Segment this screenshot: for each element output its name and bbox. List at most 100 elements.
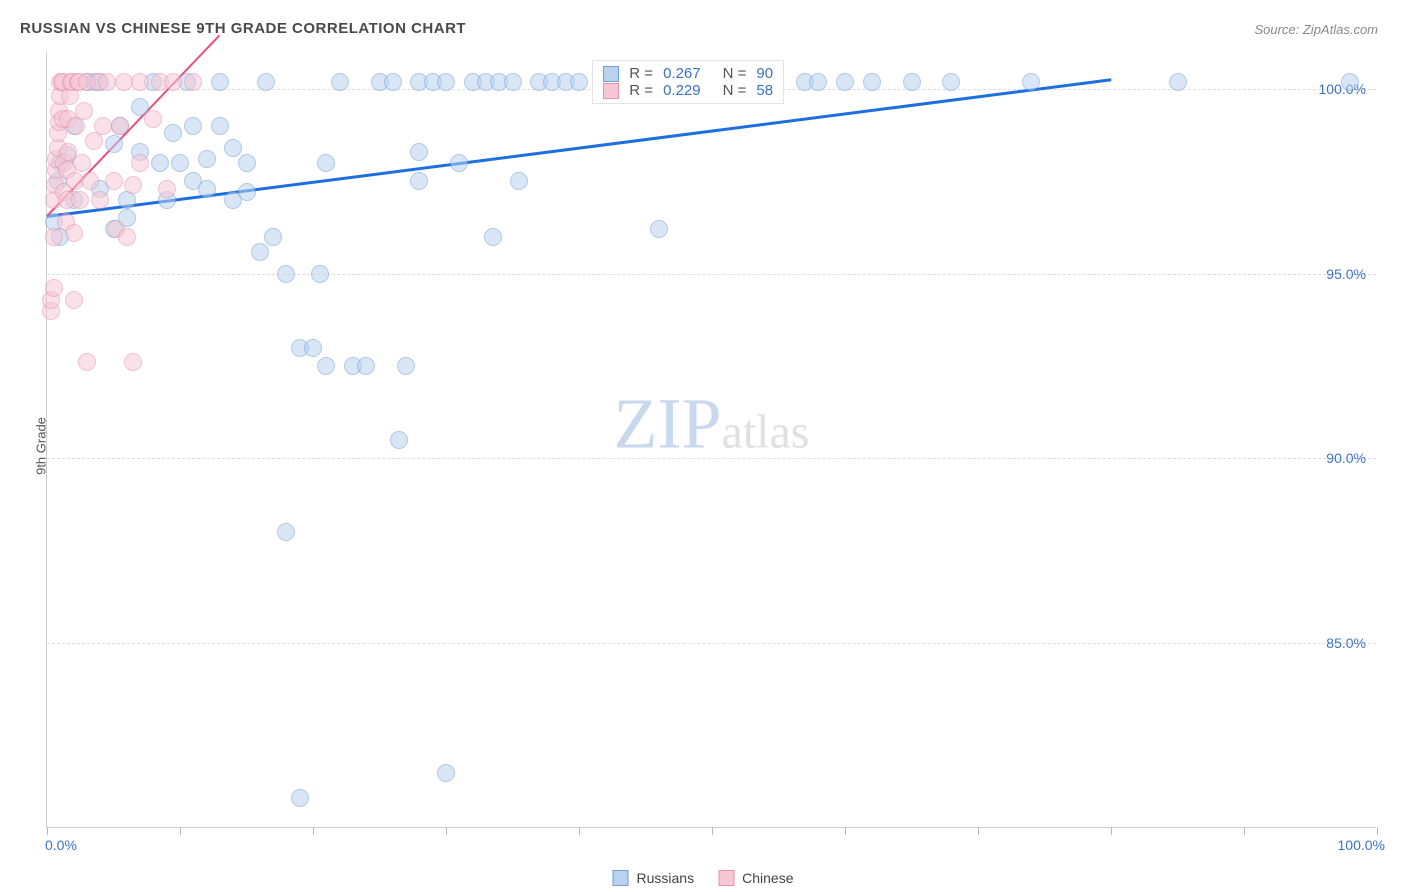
data-point-russians (317, 154, 335, 172)
data-point-chinese (144, 110, 162, 128)
r-label: R = (629, 82, 653, 99)
data-point-chinese (131, 73, 149, 91)
data-point-russians (357, 357, 375, 375)
legend-row: R = 0.267 N = 90 (603, 65, 773, 82)
data-point-chinese (78, 353, 96, 371)
data-point-russians (504, 73, 522, 91)
x-tick (1244, 827, 1245, 835)
data-point-chinese (75, 102, 93, 120)
data-point-russians (164, 124, 182, 142)
data-point-russians (311, 265, 329, 283)
data-point-russians (410, 143, 428, 161)
x-tick (579, 827, 580, 835)
data-point-russians (238, 154, 256, 172)
x-tick (1111, 827, 1112, 835)
data-point-chinese (98, 73, 116, 91)
legend-item-chinese: Chinese (718, 870, 793, 886)
chart-title: RUSSIAN VS CHINESE 9TH GRADE CORRELATION… (20, 20, 466, 37)
gridline (47, 274, 1376, 275)
x-tick (1377, 827, 1378, 835)
data-point-russians (510, 172, 528, 190)
data-point-chinese (158, 180, 176, 198)
x-tick-label: 0.0% (45, 837, 77, 853)
data-point-russians (251, 243, 269, 261)
data-point-chinese (94, 117, 112, 135)
data-point-chinese (124, 353, 142, 371)
legend-label: Chinese (742, 870, 793, 886)
n-label: N = (723, 65, 747, 82)
data-point-russians (1022, 73, 1040, 91)
data-point-russians (238, 183, 256, 201)
n-label: N = (723, 82, 747, 99)
x-tick-label: 100.0% (1327, 837, 1385, 853)
data-point-russians (291, 789, 309, 807)
data-point-chinese (105, 172, 123, 190)
scatter-plot-area: ZIPatlas R =0.267N =90R =0.229N =58 85.0… (46, 52, 1376, 828)
data-point-chinese (65, 291, 83, 309)
legend-swatch (603, 66, 619, 82)
data-point-russians (1341, 73, 1359, 91)
series-legend: Russians Chinese (613, 870, 794, 886)
data-point-chinese (91, 191, 109, 209)
data-point-russians (171, 154, 189, 172)
data-point-chinese (45, 228, 63, 246)
data-point-russians (331, 73, 349, 91)
legend-swatch (718, 870, 734, 886)
data-point-chinese (131, 154, 149, 172)
data-point-russians (184, 117, 202, 135)
data-point-russians (257, 73, 275, 91)
data-point-russians (151, 154, 169, 172)
legend-swatch (613, 870, 629, 886)
data-point-chinese (45, 279, 63, 297)
x-tick (978, 827, 979, 835)
data-point-chinese (81, 172, 99, 190)
data-point-chinese (65, 224, 83, 242)
data-point-russians (277, 265, 295, 283)
x-tick (180, 827, 181, 835)
x-tick (712, 827, 713, 835)
data-point-russians (1169, 73, 1187, 91)
y-tick-label: 85.0% (1326, 635, 1366, 651)
data-point-russians (211, 117, 229, 135)
r-label: R = (629, 65, 653, 82)
legend-item-russians: Russians (613, 870, 695, 886)
data-point-russians (903, 73, 921, 91)
data-point-chinese (111, 117, 129, 135)
data-point-russians (450, 154, 468, 172)
data-point-chinese (184, 73, 202, 91)
y-tick-label: 90.0% (1326, 450, 1366, 466)
data-point-russians (437, 73, 455, 91)
data-point-chinese (164, 73, 182, 91)
n-value: 58 (756, 82, 773, 99)
data-point-russians (863, 73, 881, 91)
data-point-russians (397, 357, 415, 375)
x-tick (313, 827, 314, 835)
data-point-russians (570, 73, 588, 91)
data-point-chinese (71, 191, 89, 209)
data-point-russians (304, 339, 322, 357)
y-tick-label: 95.0% (1326, 266, 1366, 282)
data-point-russians (105, 135, 123, 153)
x-tick (446, 827, 447, 835)
data-point-russians (224, 139, 242, 157)
n-value: 90 (756, 65, 773, 82)
data-point-russians (809, 73, 827, 91)
data-point-russians (211, 73, 229, 91)
legend-label: Russians (637, 870, 695, 886)
data-point-russians (317, 357, 335, 375)
r-value: 0.267 (663, 65, 701, 82)
watermark: ZIPatlas (614, 383, 810, 466)
data-point-russians (198, 150, 216, 168)
data-point-russians (390, 431, 408, 449)
data-point-chinese (73, 154, 91, 172)
x-tick (845, 827, 846, 835)
data-point-russians (264, 228, 282, 246)
data-point-russians (410, 172, 428, 190)
data-point-russians (942, 73, 960, 91)
legend-swatch (603, 83, 619, 99)
data-point-russians (437, 764, 455, 782)
source-attribution: Source: ZipAtlas.com (1254, 22, 1378, 37)
correlation-legend: R =0.267N =90R =0.229N =58 (592, 60, 784, 104)
gridline (47, 458, 1376, 459)
data-point-chinese (118, 228, 136, 246)
